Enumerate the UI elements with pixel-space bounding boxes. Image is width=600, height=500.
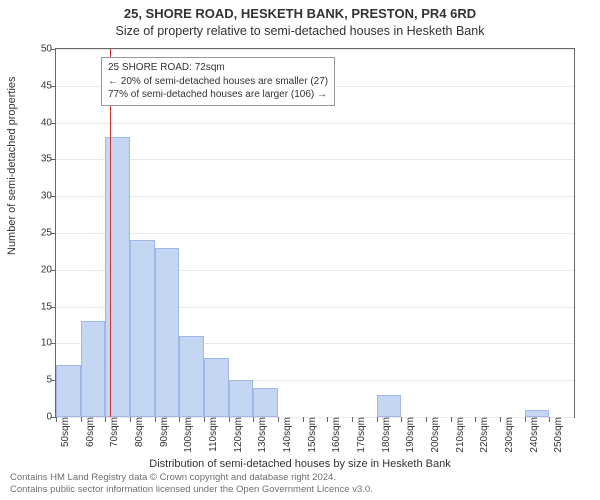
gridline-h <box>56 159 574 160</box>
histogram-bar <box>105 137 130 417</box>
histogram-plot: 0510152025303540455050sqm60sqm70sqm80sqm… <box>55 48 575 418</box>
x-tick-label: 140sqm <box>280 417 293 453</box>
y-tick-label: 10 <box>22 338 56 349</box>
x-tick-label: 90sqm <box>157 417 170 447</box>
x-tick-label: 70sqm <box>107 417 120 447</box>
x-tick <box>451 417 452 422</box>
gridline-h <box>56 123 574 124</box>
histogram-bar <box>377 395 402 417</box>
y-tick-label: 45 <box>22 80 56 91</box>
y-tick-label: 20 <box>22 264 56 275</box>
x-tick <box>278 417 279 422</box>
gridline-h <box>56 233 574 234</box>
x-tick <box>500 417 501 422</box>
title-line1: 25, SHORE ROAD, HESKETH BANK, PRESTON, P… <box>0 6 600 21</box>
x-tick-label: 170sqm <box>354 417 367 453</box>
x-axis-label: Distribution of semi-detached houses by … <box>0 458 600 470</box>
histogram-bar <box>130 240 155 417</box>
histogram-bar <box>81 321 106 417</box>
y-tick-label: 40 <box>22 117 56 128</box>
attribution-line1: Contains HM Land Registry data © Crown c… <box>10 472 336 483</box>
histogram-bar <box>56 365 81 417</box>
x-tick <box>352 417 353 422</box>
x-tick <box>155 417 156 422</box>
x-tick-label: 80sqm <box>132 417 145 447</box>
y-tick-label: 5 <box>22 375 56 386</box>
attribution-line2: Contains public sector information licen… <box>10 484 373 495</box>
x-tick-label: 190sqm <box>403 417 416 453</box>
x-tick-label: 180sqm <box>379 417 392 453</box>
x-tick <box>303 417 304 422</box>
x-tick-label: 210sqm <box>453 417 466 453</box>
y-tick-label: 30 <box>22 191 56 202</box>
x-tick-label: 200sqm <box>428 417 441 453</box>
x-tick-label: 60sqm <box>83 417 96 447</box>
histogram-bar <box>155 248 180 417</box>
histogram-bar <box>179 336 204 417</box>
x-tick-label: 50sqm <box>58 417 71 447</box>
x-tick <box>204 417 205 422</box>
y-tick-label: 35 <box>22 154 56 165</box>
x-tick <box>377 417 378 422</box>
histogram-bar <box>525 410 550 417</box>
gridline-h <box>56 196 574 197</box>
annotation-line3: 77% of semi-detached houses are larger (… <box>108 88 328 102</box>
x-tick <box>525 417 526 422</box>
x-tick-label: 150sqm <box>305 417 318 453</box>
title-line2: Size of property relative to semi-detach… <box>0 24 600 38</box>
annotation-line2: ← 20% of semi-detached houses are smalle… <box>108 75 328 89</box>
y-tick-label: 50 <box>22 44 56 55</box>
x-tick-label: 160sqm <box>329 417 342 453</box>
x-tick-label: 110sqm <box>206 417 219 452</box>
histogram-bar <box>253 388 278 417</box>
x-tick-label: 250sqm <box>551 417 564 453</box>
x-tick <box>229 417 230 422</box>
histogram-bar <box>204 358 229 417</box>
x-tick-label: 220sqm <box>477 417 490 453</box>
y-tick-label: 15 <box>22 301 56 312</box>
attribution: Contains HM Land Registry data © Crown c… <box>10 472 373 496</box>
x-tick-label: 240sqm <box>527 417 540 453</box>
y-tick-label: 0 <box>22 412 56 423</box>
histogram-bar <box>229 380 254 417</box>
page: 25, SHORE ROAD, HESKETH BANK, PRESTON, P… <box>0 0 600 500</box>
x-tick <box>426 417 427 422</box>
x-tick-label: 130sqm <box>255 417 268 453</box>
x-tick <box>56 417 57 422</box>
annotation-box: 25 SHORE ROAD: 72sqm← 20% of semi-detach… <box>101 57 335 106</box>
y-axis-label: Number of semi-detached properties <box>6 76 18 255</box>
x-tick-label: 120sqm <box>231 417 244 453</box>
x-tick <box>81 417 82 422</box>
x-tick <box>130 417 131 422</box>
x-tick-label: 230sqm <box>502 417 515 453</box>
x-tick-label: 100sqm <box>181 417 194 453</box>
annotation-line1: 25 SHORE ROAD: 72sqm <box>108 61 328 75</box>
gridline-h <box>56 49 574 50</box>
y-tick-label: 25 <box>22 228 56 239</box>
